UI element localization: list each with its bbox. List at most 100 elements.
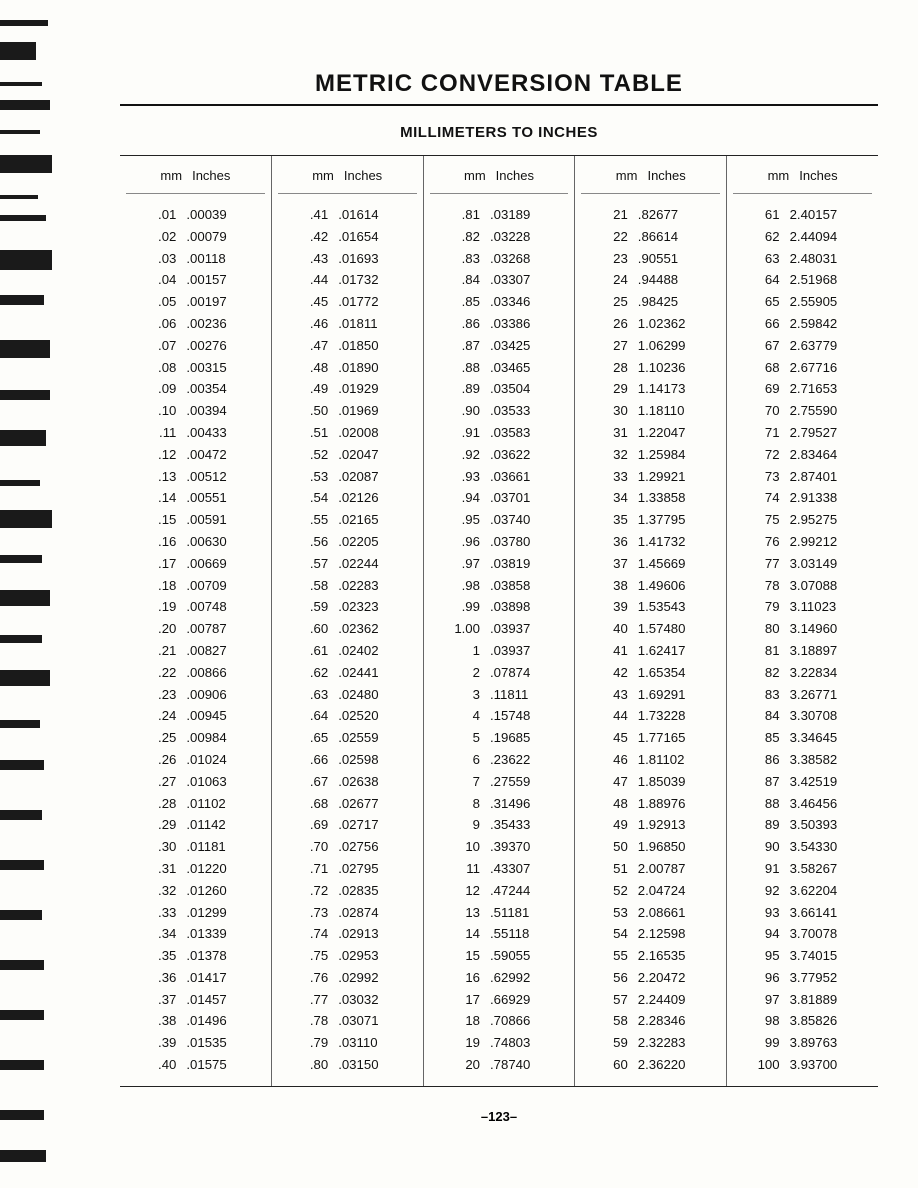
table-row: 11.43307 — [430, 858, 569, 880]
cell-inches: .31496 — [490, 793, 552, 815]
cell-inches: .02441 — [338, 662, 400, 684]
cell-inches: .02323 — [338, 596, 400, 618]
table-row: 461.81102 — [581, 749, 720, 771]
table-row: .03 .00118 — [126, 248, 265, 270]
cell-mm: 52 — [598, 880, 628, 902]
cell-inches: .00118 — [186, 248, 248, 270]
table-row: 913.58267 — [733, 858, 872, 880]
cell-inches: .02598 — [338, 749, 400, 771]
cell-inches: 1.57480 — [638, 618, 704, 640]
table-row: .38.01496 — [126, 1010, 265, 1032]
table-row: 23.90551 — [581, 248, 720, 270]
table-row: .15.00591 — [126, 509, 265, 531]
cell-mm: .03 — [142, 248, 176, 270]
cell-mm: .43 — [294, 248, 328, 270]
table-row: .82.03228 — [430, 226, 569, 248]
table-row: .12.00472 — [126, 444, 265, 466]
table-row: 1.00.03937 — [430, 618, 569, 640]
table-row: .71.02795 — [278, 858, 417, 880]
table-row: .79.03110 — [278, 1032, 417, 1054]
cell-inches: .11811 — [490, 684, 552, 706]
table-row: 813.18897 — [733, 640, 872, 662]
cell-inches: 3.03149 — [790, 553, 856, 575]
cell-inches: .00669 — [186, 553, 248, 575]
cell-mm: 87 — [750, 771, 780, 793]
cell-inches: .03622 — [490, 444, 552, 466]
table-row: 532.08661 — [581, 902, 720, 924]
cell-mm: .74 — [294, 923, 328, 945]
table-row: 933.66141 — [733, 902, 872, 924]
cell-mm: 39 — [598, 596, 628, 618]
header-inch: Inches — [647, 168, 685, 183]
cell-inches: .03228 — [490, 226, 552, 248]
table-row: .06.00236 — [126, 313, 265, 335]
table-row: .21.00827 — [126, 640, 265, 662]
table-row: 592.32283 — [581, 1032, 720, 1054]
table-row: 552.16535 — [581, 945, 720, 967]
cell-inches: 3.74015 — [790, 945, 856, 967]
cell-mm: .58 — [294, 575, 328, 597]
cell-inches: 2.24409 — [638, 989, 704, 1011]
cell-mm: .69 — [294, 814, 328, 836]
table-row: .92.03622 — [430, 444, 569, 466]
cell-inches: .01772 — [338, 291, 400, 313]
table-row: 642.51968 — [733, 269, 872, 291]
cell-inches: 1.62417 — [638, 640, 704, 662]
cell-inches: .02480 — [338, 684, 400, 706]
cell-inches: .00984 — [186, 727, 248, 749]
cell-mm: .50 — [294, 400, 328, 422]
cell-mm: .63 — [294, 684, 328, 706]
cell-inches: 2.48031 — [790, 248, 856, 270]
table-row: 803.14960 — [733, 618, 872, 640]
table-row: .10.00394 — [126, 400, 265, 422]
cell-inches: 3.54330 — [790, 836, 856, 858]
cell-mm: .56 — [294, 531, 328, 553]
header-mm: mm — [768, 168, 790, 183]
cell-mm: 64 — [750, 269, 780, 291]
cell-mm: .33 — [142, 902, 176, 924]
header-inch: Inches — [799, 168, 837, 183]
table-row: .99.03898 — [430, 596, 569, 618]
cell-mm: 62 — [750, 226, 780, 248]
cell-inches: 1.69291 — [638, 684, 704, 706]
cell-mm: 28 — [598, 357, 628, 379]
table-row: .56 .02205 — [278, 531, 417, 553]
cell-inches: .23622 — [490, 749, 552, 771]
cell-mm: 72 — [750, 444, 780, 466]
header-mm: mm — [616, 168, 638, 183]
table-row: .80.03150 — [278, 1054, 417, 1076]
cell-inches: .01457 — [186, 989, 248, 1011]
column-body: .81.03189.82.03228.83.03268.84.03307.85.… — [430, 204, 569, 1086]
cell-mm: .47 — [294, 335, 328, 357]
cell-inches: .00945 — [186, 705, 248, 727]
cell-inches: 2.75590 — [790, 400, 856, 422]
cell-mm: 96 — [750, 967, 780, 989]
table-row: 722.83464 — [733, 444, 872, 466]
table-row: 7.27559 — [430, 771, 569, 793]
cell-mm: 92 — [750, 880, 780, 902]
cell-mm: 35 — [598, 509, 628, 531]
cell-inches: .02756 — [338, 836, 400, 858]
cell-mm: .79 — [294, 1032, 328, 1054]
cell-mm: .40 — [142, 1054, 176, 1076]
cell-mm: .68 — [294, 793, 328, 815]
cell-mm: 34 — [598, 487, 628, 509]
cell-inches: 3.70078 — [790, 923, 856, 945]
table-row: 9.35433 — [430, 814, 569, 836]
cell-inches: .00787 — [186, 618, 248, 640]
table-row: .17.00669 — [126, 553, 265, 575]
cell-inches: .02205 — [338, 531, 400, 553]
cell-inches: .01024 — [186, 749, 248, 771]
table-row: 572.24409 — [581, 989, 720, 1011]
cell-inches: 1.25984 — [638, 444, 704, 466]
cell-inches: .02953 — [338, 945, 400, 967]
page-subtitle: MILLIMETERS TO INCHES — [120, 124, 878, 141]
cell-mm: 21 — [598, 204, 628, 226]
table-row: 702.75590 — [733, 400, 872, 422]
cell-inches: 3.93700 — [790, 1054, 856, 1076]
cell-inches: .03898 — [490, 596, 552, 618]
cell-inches: 2.71653 — [790, 378, 856, 400]
table-row: 943.70078 — [733, 923, 872, 945]
cell-inches: .03150 — [338, 1054, 400, 1076]
cell-inches: .00354 — [186, 378, 248, 400]
